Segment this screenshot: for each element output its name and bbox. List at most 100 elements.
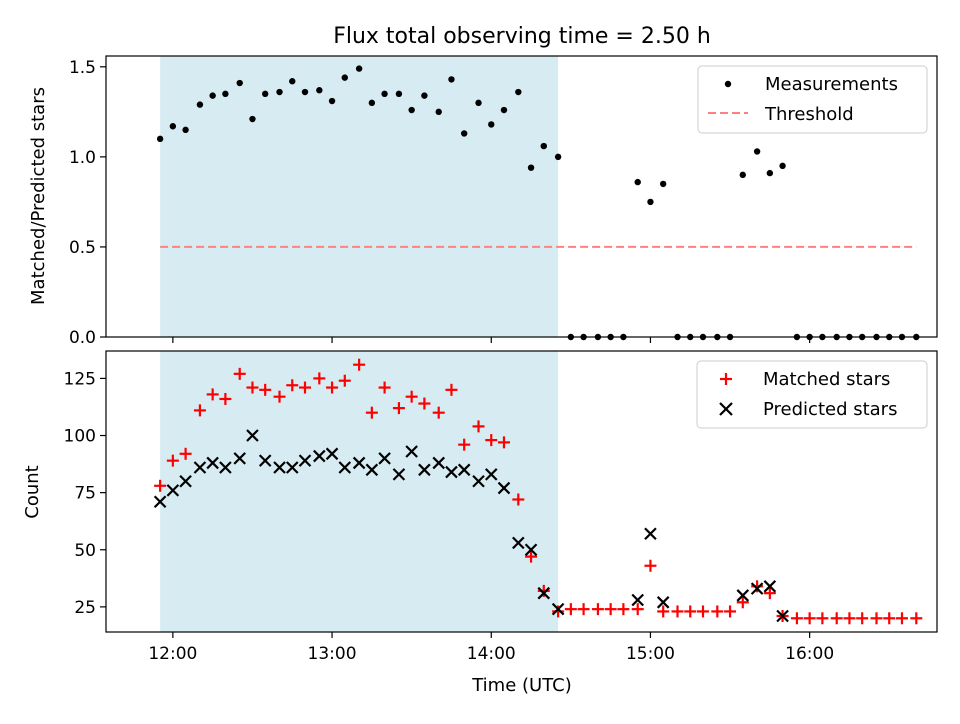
matched-point: [179, 447, 192, 460]
predicted-point: [512, 536, 525, 550]
figure-title: Flux total observing time = 2.50 h: [333, 24, 711, 49]
measurement-point: [196, 101, 204, 108]
matched-point: [631, 603, 644, 616]
measurement-point: [500, 106, 508, 114]
predicted-point: [418, 463, 431, 477]
matched-point: [803, 612, 816, 625]
y-tick-label: 50: [74, 541, 96, 561]
predicted-point: [392, 468, 406, 481]
x-tick-label: 13:00: [308, 644, 357, 664]
matched-point: [671, 605, 684, 618]
matched-point: [883, 612, 896, 625]
predicted-point: [258, 454, 272, 467]
predicted-point: [325, 447, 339, 461]
bottom-legend-box: [696, 360, 928, 429]
predicted-point: [432, 456, 445, 470]
matched-point: [472, 420, 485, 433]
predicted-point: [179, 474, 192, 488]
matched-point: [458, 438, 471, 451]
predicted-point: [750, 582, 764, 595]
measurement-point: [289, 78, 296, 85]
predicted-point: [484, 468, 498, 481]
threshold-legend-label: Threshold: [764, 104, 854, 125]
x-tick-label: 15:00: [626, 644, 675, 664]
measurement-point: [647, 198, 654, 206]
matched-point: [552, 605, 565, 618]
y-tick-label: 100: [64, 427, 96, 447]
predicted-point: [273, 461, 286, 474]
x-axis-label: Time (UTC): [471, 675, 572, 696]
predicted-point: [631, 593, 644, 607]
top-legend-box: [697, 65, 928, 134]
measurement-point: [381, 90, 388, 98]
bottom-y-axis-label: Count: [22, 465, 43, 518]
matched-point: [617, 603, 630, 616]
matched-point: [233, 367, 246, 380]
bottom-plot-frame: [105, 350, 938, 633]
measurement-point: [222, 90, 229, 98]
predicted-point: [285, 461, 299, 474]
predicted-point: [405, 445, 418, 458]
top-plot-frame: [105, 55, 938, 338]
predicted-point: [457, 463, 471, 477]
measurement-point: [182, 126, 189, 134]
x-tick-label: 16:00: [785, 644, 834, 664]
predicted-point: [644, 527, 657, 541]
predicted-point: [537, 586, 551, 600]
matched-point: [432, 406, 445, 419]
matched-point: [816, 612, 829, 625]
bottom-legend: Matched stars Predicted stars: [696, 360, 928, 429]
matched-point: [353, 358, 366, 371]
bottom-shaded-region: [160, 351, 559, 632]
predicted-point: [365, 463, 379, 477]
predicted-legend-marker: [719, 402, 733, 416]
top-legend: Measurements Threshold: [697, 65, 928, 134]
matched-point: [696, 605, 709, 618]
measurement-point: [368, 99, 376, 107]
matched-point: [206, 388, 219, 401]
measurements-legend-label: Measurements: [765, 74, 898, 95]
y-tick-label: 25: [74, 598, 96, 618]
predicted-point: [298, 454, 312, 467]
predicted-point: [233, 452, 247, 465]
matched-point: [736, 596, 749, 609]
measurement-point: [779, 162, 786, 170]
matched-point: [644, 559, 657, 572]
matched-point: [273, 390, 286, 403]
predicted-point: [736, 589, 750, 602]
matched-point: [512, 493, 525, 506]
matched-point: [485, 434, 498, 447]
measurement-point: [169, 123, 177, 130]
matched-point: [418, 397, 431, 410]
matched-point: [591, 603, 604, 616]
predicted-point: [656, 596, 670, 609]
measurement-point: [739, 171, 746, 179]
predicted-point: [338, 461, 352, 474]
measurement-point: [435, 108, 442, 116]
matched-point: [564, 603, 577, 616]
matched-point: [763, 587, 776, 600]
matched-point: [365, 406, 378, 419]
predicted-legend-label: Predicted stars: [763, 399, 897, 420]
matched-point: [537, 584, 550, 597]
matched-point: [392, 402, 405, 415]
measurement-point: [475, 99, 482, 107]
matched-point: [724, 605, 737, 618]
matched-point: [790, 612, 803, 625]
predicted-point: [246, 429, 259, 442]
measurement-point: [276, 88, 283, 96]
measurement-point: [634, 178, 641, 186]
measurement-point: [408, 106, 415, 114]
matched-point: [856, 612, 869, 625]
measurement-point: [209, 92, 216, 99]
measurement-point: [766, 169, 774, 177]
predicted-point: [352, 456, 366, 470]
measurements-series: [156, 65, 920, 341]
measurement-point: [488, 121, 495, 128]
matched-point: [298, 381, 311, 394]
predicted-point: [776, 609, 789, 623]
bottom-panel: 25 50 75 100 125 12:00 13:00 14:00 15:00 16:00 C…: [22, 350, 938, 696]
predicted-point: [206, 456, 219, 470]
